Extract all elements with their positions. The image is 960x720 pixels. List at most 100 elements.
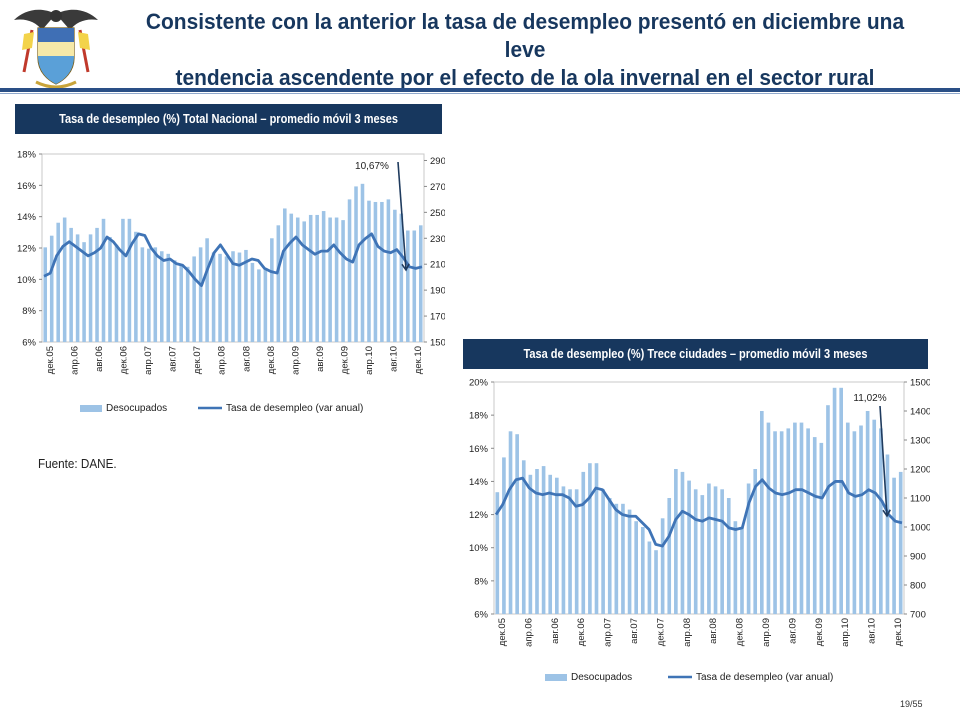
chart-b-bar [607,498,612,614]
chart-b-bar [826,405,830,614]
chart-b-x-tick-label: апр.09 [761,618,772,647]
chart-a-bar [302,221,306,342]
chart-a-x-tick-label: дек.10 [413,346,424,374]
chart-a-bar [321,211,326,342]
chart-a-x-tick-label: авг.07 [168,346,179,372]
chart-b-bar [898,471,903,614]
chart-a-bar [147,248,151,342]
chart-a-bar [263,268,268,342]
chart-b-annotation-arrow [879,405,888,517]
source-note: Fuente: DANE. [38,456,117,471]
chart-b-left-tick-label: 6% [474,610,488,621]
chart-a-bar [289,213,294,342]
chart-b-bar [555,477,559,614]
chart-a-bar [250,262,255,342]
chart-a-bar [95,227,99,342]
chart-a-right-tick-label: 2900 [430,156,445,167]
chart-a-bar [418,225,423,342]
chart-a-bar [108,236,112,342]
chart-a-annotation-arrowhead [401,263,410,272]
chart-a-bar [101,218,106,342]
chart-b-bar [812,437,817,614]
shield-top-band [38,28,74,42]
chart-a-x-tick-label: дек.09 [339,346,350,374]
chart-b-left-tick-label: 8% [474,576,488,587]
chart-b-annotation-arrowhead [882,509,891,518]
chart-b-x-tick-label: апр.07 [603,618,614,647]
chart-b-bar [865,411,870,614]
chart-a-bar [386,199,391,342]
chart-a-x-tick-label: апр.08 [217,346,228,375]
chart-b-bar [568,489,572,614]
motto-ribbon [35,80,77,89]
chart-b-bar [548,474,553,614]
chart-b-bar [535,469,539,614]
chart-b-bar [508,431,513,614]
chart-b-left-tick-label: 12% [469,510,489,521]
chart-a-bar [393,209,397,342]
chart-a-x-tick-label: авг.10 [388,346,399,372]
chart-b-bar [561,486,566,614]
chart-a-bar [334,217,339,342]
chart-a-bar [75,234,80,342]
chart-a-bar [134,231,138,342]
chart-b-bar [674,469,678,614]
chart-a-x-tick-label: авг.08 [241,346,252,372]
chart-b-bar [859,425,863,614]
chart-b-bar [667,498,672,614]
page-number: 19/55 [900,699,923,709]
chart-b-bar [502,457,506,614]
chart-a-legend-line-label: Tasa de desempleo (var anual) [226,403,363,414]
chart-b-x-tick-label: апр.10 [840,618,851,647]
chart-b-bar [839,387,843,614]
chart-b-left-tick-label: 20% [469,378,489,389]
chart-a-bar [341,220,345,342]
chart-a-bar [231,251,235,342]
chart-a-bar [270,238,274,342]
chart-b-x-tick-label: дек.05 [497,618,508,646]
chart-b-bar [495,492,500,614]
chart-a-x-tick-label: дек.06 [119,346,130,374]
coat-of-arms-icon [14,9,98,89]
condor-right-wing [56,9,98,30]
chart-a-bar [373,201,378,342]
chart-b-bar [574,489,579,614]
chart-a-x-tick-label: апр.10 [364,346,375,375]
shield-bottom-band [38,56,74,84]
chart-a-legend-bar-swatch [80,405,102,412]
chart-b-bar [647,541,652,614]
chart-a-bar [153,247,158,342]
chart-b-bar [713,486,718,614]
chart-b-x-tick-label: авг.08 [708,618,719,644]
chart-a-annotation: 10,67% [355,161,389,172]
chart-b-x-tick-label: авг.10 [867,618,878,644]
chart-b-right-tick-label: 800 [910,581,926,592]
chart-b-bar [892,477,896,614]
chart-b-bar [879,428,883,614]
chart-b-right-tick-label: 1500 [910,378,930,389]
chart-b-bar [779,431,784,614]
chart-a-bar [160,251,164,342]
slide-title-line-1: Consistente con la anterior la tasa de d… [145,9,905,62]
chart-b-annotation: 11,02% [853,393,886,404]
chart-a-x-tick-label: апр.09 [290,346,301,375]
chart-b-right-tick-label: 1400 [910,407,930,418]
chart-b-bar [687,480,691,614]
condor-left-wing [14,9,56,30]
chart-a-x-tick-label: дек.05 [45,346,56,374]
chart-a-bar [82,242,86,342]
chart-a-right-tick-label: 2300 [430,234,445,245]
chart-b-bar [793,422,797,614]
chart-b-bar [594,463,599,614]
chart-b-bar [720,489,724,614]
chart-b-bar [627,509,632,614]
chart-a-left-tick-label: 14% [17,212,37,223]
flag-right-yellow [78,32,90,50]
chart-a-left-tick-label: 8% [22,306,36,317]
chart-b-bar [885,454,890,614]
chart-a-bar [211,252,216,342]
chart-trece-ciudades: 6% 8% 10% 12% 14% 16% 18% 20% 700 800 900 1000 1100 1… [469,378,930,684]
chart-b-right-tick-label: 900 [910,552,926,563]
chart-a-bar [43,247,48,342]
chart-b-title: Tasa de desempleo (%) Trece ciudades – p… [523,347,868,361]
